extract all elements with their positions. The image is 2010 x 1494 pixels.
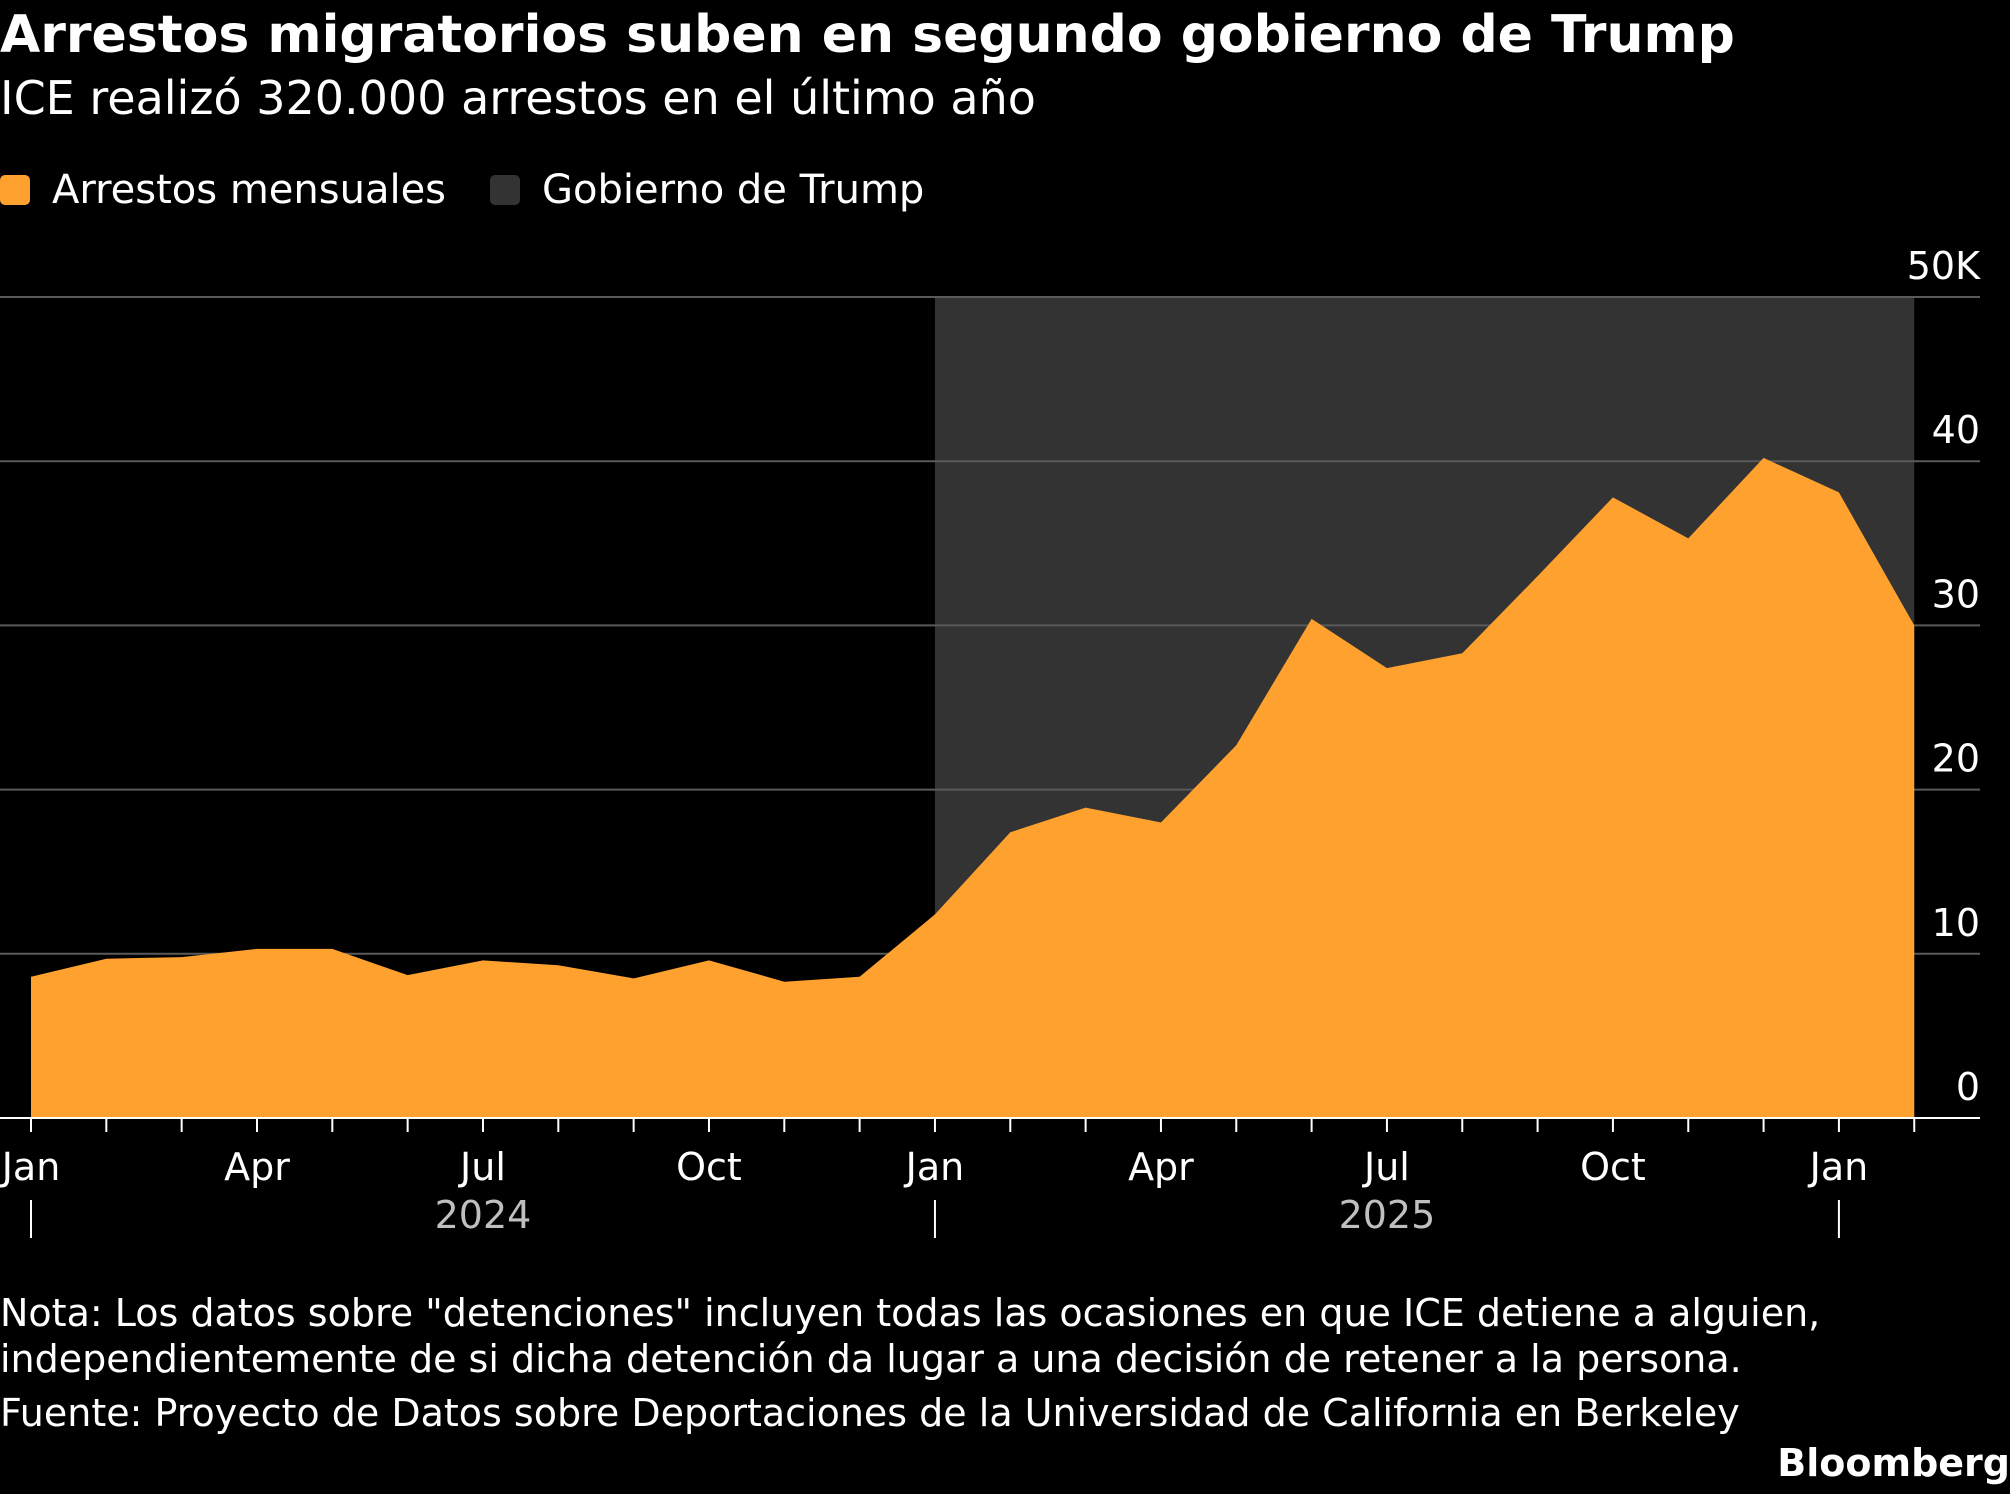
x-tick-label-1: Apr — [224, 1145, 290, 1189]
y-tick-label-2: 20 — [1932, 737, 1980, 781]
x-tick-label-3: Oct — [676, 1145, 742, 1189]
bloomberg-logo: Bloomberg — [1777, 1441, 2010, 1485]
legend-swatch-trump-period — [490, 175, 521, 205]
y-tick-label-5: 50K — [1907, 244, 1981, 288]
y-tick-label-3: 30 — [1932, 572, 1980, 616]
x-tick-label-6: Jul — [1362, 1145, 1410, 1189]
area-chart: 0 10 20 30 40 50K Jan Apr Jul Oct Jan Apr Jul Oct Jan 2… — [0, 244, 1981, 1238]
legend-swatch-arrests — [0, 175, 30, 205]
x-tick-label-4: Jan — [904, 1145, 965, 1189]
x-tick-label-0: Jan — [0, 1145, 60, 1189]
x-tick-label-7: Oct — [1580, 1145, 1646, 1189]
legend-label-arrests: Arrestos mensuales — [52, 167, 447, 213]
legend-item-arrests: Arrestos mensuales — [0, 167, 446, 213]
chart-note-line-2: independientemente de si dicha detención… — [0, 1337, 1742, 1381]
legend-label-trump-period: Gobierno de Trump — [542, 167, 925, 213]
chart-source: Fuente: Proyecto de Datos sobre Deportac… — [0, 1391, 1740, 1435]
y-tick-label-0: 0 — [1956, 1065, 1980, 1109]
x-tick-label-8: Jan — [1808, 1145, 1869, 1189]
year-label-1: 2025 — [1339, 1193, 1436, 1237]
legend-item-trump-period: Gobierno de Trump — [490, 167, 924, 213]
y-tick-label-1: 10 — [1932, 901, 1980, 945]
x-tick-label-2: Jul — [458, 1145, 506, 1189]
series-area-arrestos-mensuales — [31, 457, 1915, 1118]
chart-note-line-1: Nota: Los datos sobre "detenciones" incl… — [0, 1291, 1821, 1335]
legend: Arrestos mensuales Gobierno de Trump — [0, 162, 968, 218]
chart-subtitle: ICE realizó 320.000 arrestos en el últim… — [0, 71, 1036, 125]
chart-title: Arrestos migratorios suben en segundo go… — [0, 5, 1735, 65]
y-tick-label-4: 40 — [1932, 408, 1980, 452]
year-label-0: 2024 — [435, 1193, 532, 1237]
x-tick-label-5: Apr — [1128, 1145, 1194, 1189]
